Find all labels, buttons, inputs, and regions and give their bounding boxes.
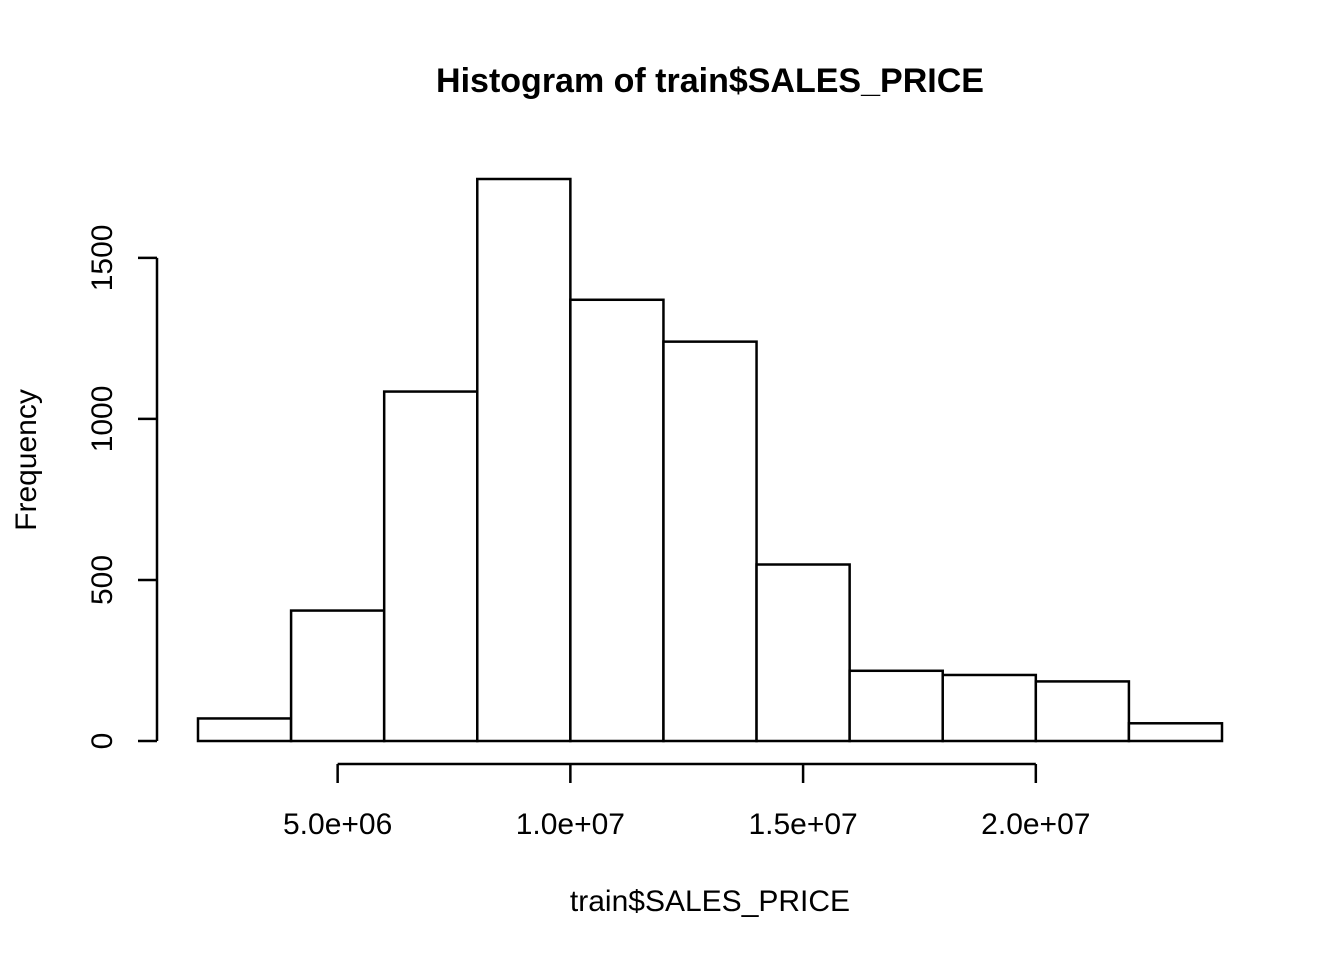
histogram-bar-6: [662, 340, 758, 743]
y-tick-label: 1500: [86, 225, 119, 292]
histogram-bar-10: [1034, 680, 1131, 743]
y-tick-label: 500: [86, 555, 119, 605]
x-tick-label: 1.5e+07: [748, 808, 857, 841]
chart-title: Histogram of train$SALES_PRICE: [436, 62, 984, 100]
x-axis-label: train$SALES_PRICE: [570, 885, 850, 918]
x-tick-label: 5.0e+06: [283, 808, 392, 841]
histogram-bar-2: [289, 609, 386, 743]
histogram-bar-1: [196, 717, 293, 743]
histogram-bar-7: [755, 563, 851, 743]
histogram-bar-5: [569, 298, 665, 743]
x-axis: 5.0e+06 1.0e+07 1.5e+07 2.0e+07: [283, 762, 1090, 841]
histogram-bar-9: [941, 673, 1038, 743]
bars-group: [196, 177, 1224, 743]
histogram-bar-4: [476, 177, 572, 743]
histogram-bar-3: [382, 390, 479, 743]
histogram-bar-11: [1127, 722, 1224, 743]
y-axis: 0 500 1000 1500: [86, 225, 159, 750]
y-axis-label: Frequency: [10, 389, 43, 531]
x-tick-label: 2.0e+07: [981, 808, 1090, 841]
y-tick-label: 0: [86, 733, 119, 750]
x-tick-label: 1.0e+07: [516, 808, 625, 841]
histogram-bar-8: [848, 669, 944, 743]
y-tick-label: 1000: [86, 386, 119, 453]
